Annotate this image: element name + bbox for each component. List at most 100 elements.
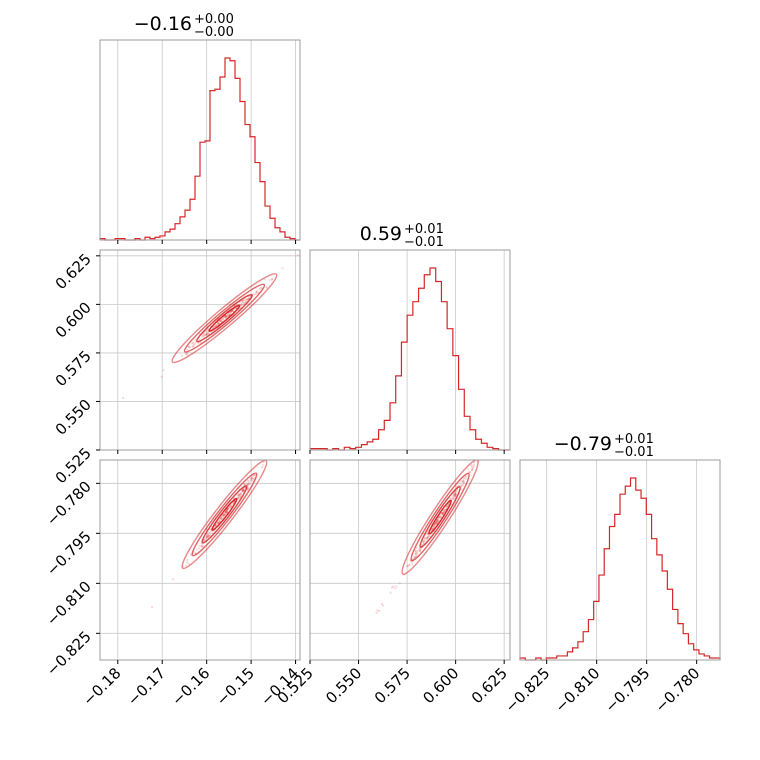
scatter-point [229,310,233,313]
scatter-point [447,503,450,506]
scatter-point [436,519,439,522]
scatter-point [422,541,425,544]
scatter-point [241,300,244,303]
scatter-point [237,496,240,499]
scatter-point [239,492,243,495]
scatter-point [242,299,246,302]
histogram-step [309,267,510,451]
scatter-point [452,494,455,497]
scatter-group [150,460,270,609]
scatter-point [220,518,223,521]
scatter-point [437,518,440,522]
contour-level [171,273,278,364]
scatter-point [426,536,429,539]
scatter-point [206,332,209,335]
scatter-point [271,278,274,281]
scatter-point [223,513,226,516]
scatter-point [184,353,187,356]
scatter-point [426,537,429,540]
scatter-point [220,320,223,323]
y-tick-label: 0.525 [52,444,95,487]
title-value: −0.79 [554,433,612,455]
scatter-point [243,301,246,305]
scatter-point [265,286,268,289]
scatter-point [203,333,206,337]
scatter-point [448,497,452,500]
scatter-point [492,437,494,439]
grid-layer [100,40,698,660]
contour-level [196,293,253,343]
scatter-point [224,511,227,514]
scatter-point [241,301,244,304]
scatter-point [258,288,261,291]
scatter-point [225,510,228,513]
scatter-point [262,464,265,467]
scatter-point [242,489,245,492]
scatter-point [337,220,339,222]
scatter-point [440,512,443,515]
scatter-point [204,333,207,336]
scatter-point [465,477,468,480]
scatter-point [186,352,189,355]
scatter-point [463,477,466,480]
title-plus: +0.00 [194,12,234,27]
scatter-point [461,480,465,483]
scatter-point [160,375,163,378]
scatter-point [425,536,428,540]
scatter-point [462,480,465,483]
scatter-point [203,539,206,542]
x-tick-label: −0.17 [124,664,169,709]
scatter-point [215,324,218,327]
panel-frame [99,459,301,661]
scatter-point [241,489,244,492]
scatter-point [193,342,196,345]
scatter-point [200,545,204,549]
scatter-point [442,511,445,514]
scatter-point [219,517,223,520]
scatter-point [229,312,232,315]
scatter-point [451,496,454,499]
scatter-point [455,493,458,496]
scatter-point [436,519,439,523]
scatter-point [200,544,203,548]
scatter-point [398,582,401,585]
scatter-point [203,538,207,541]
scatter-point [423,539,427,542]
x-tick-label: 0.600 [419,664,462,707]
scatter-point [255,290,258,293]
contour-level [191,472,258,557]
scatter-point [439,515,442,518]
scatter-point [377,609,381,612]
scatter-point [216,322,220,325]
scatter-point [465,475,468,478]
scatter-point [237,493,240,496]
scatter-point [453,493,456,497]
scatter-point [224,315,227,318]
scatter-point [497,428,499,430]
scatter-point [462,481,465,485]
scatter-point [188,345,191,348]
scatter-point [414,549,417,552]
scatter-point [462,477,465,480]
scatter-point [240,302,243,305]
scatter-point [89,427,91,429]
scatter-point [254,292,257,296]
scatter-point [437,516,441,519]
scatter-point [461,483,465,486]
scatter-point [222,514,225,517]
ticks-layer: −0.18 −0.17 −0.16 −0.15 −0.140.525 0.550 0.575… [43,240,703,716]
scatter-point [248,482,251,485]
scatter-point [218,320,222,323]
scatter-point [186,561,189,564]
y-tick-label: −0.825 [43,627,95,679]
scatter-point [201,335,204,338]
scatter-point [230,504,233,507]
scatter-point [191,341,194,344]
scatter-point [212,325,216,328]
scatter-point [240,493,243,496]
scatter-point [406,564,409,568]
title-minus: −0.01 [404,235,444,250]
scatter-point [206,329,209,332]
scatter-point [224,511,227,514]
scatter-point [488,440,490,442]
